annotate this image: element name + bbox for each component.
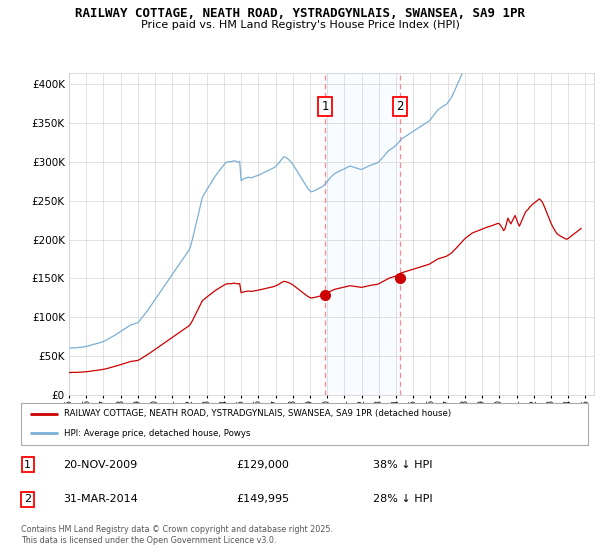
Text: £149,995: £149,995 <box>236 494 290 505</box>
Text: 2: 2 <box>397 100 404 113</box>
Text: 1: 1 <box>322 100 329 113</box>
Text: HPI: Average price, detached house, Powys: HPI: Average price, detached house, Powy… <box>64 429 250 438</box>
Text: RAILWAY COTTAGE, NEATH ROAD, YSTRADGYNLAIS, SWANSEA, SA9 1PR (detached house): RAILWAY COTTAGE, NEATH ROAD, YSTRADGYNLA… <box>64 409 451 418</box>
Text: 20-NOV-2009: 20-NOV-2009 <box>64 460 138 470</box>
Text: Contains HM Land Registry data © Crown copyright and database right 2025.
This d: Contains HM Land Registry data © Crown c… <box>21 525 333 545</box>
Text: 38% ↓ HPI: 38% ↓ HPI <box>373 460 432 470</box>
Text: 1: 1 <box>25 460 31 470</box>
Text: 2: 2 <box>24 494 31 505</box>
Text: Price paid vs. HM Land Registry's House Price Index (HPI): Price paid vs. HM Land Registry's House … <box>140 20 460 30</box>
Text: RAILWAY COTTAGE, NEATH ROAD, YSTRADGYNLAIS, SWANSEA, SA9 1PR: RAILWAY COTTAGE, NEATH ROAD, YSTRADGYNLA… <box>75 7 525 20</box>
Bar <box>325 73 400 395</box>
FancyBboxPatch shape <box>21 403 588 445</box>
Text: 28% ↓ HPI: 28% ↓ HPI <box>373 494 432 505</box>
Text: £129,000: £129,000 <box>236 460 289 470</box>
Text: 31-MAR-2014: 31-MAR-2014 <box>64 494 138 505</box>
